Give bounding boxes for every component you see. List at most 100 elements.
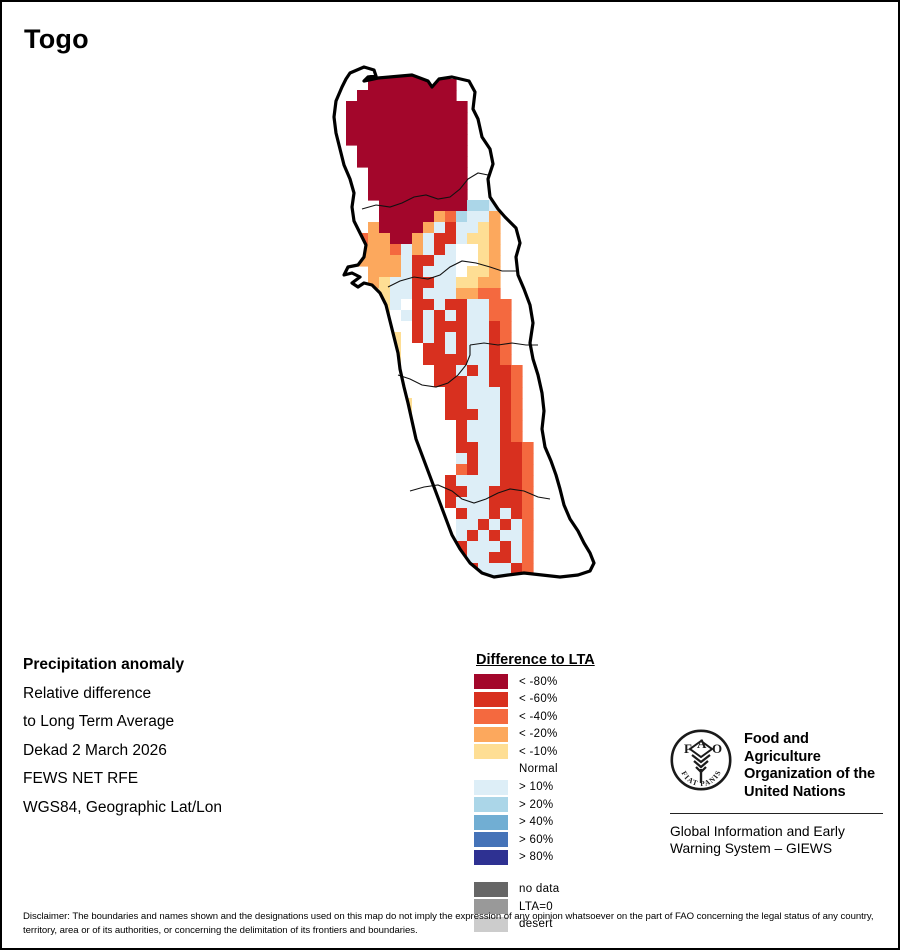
raster-cell (445, 167, 457, 179)
legend-item-20[interactable]: > 20% (474, 797, 654, 813)
raster-cell (368, 266, 380, 278)
raster-cell (401, 134, 413, 146)
raster-cell (489, 596, 501, 608)
legend-item-lta-0[interactable]: LTA=0 (474, 899, 654, 915)
raster-cell (489, 442, 501, 454)
raster-cell (478, 519, 490, 531)
raster-cell (500, 343, 512, 355)
raster-cell (456, 486, 468, 498)
raster-cell (423, 288, 435, 300)
raster-cell (423, 387, 435, 399)
raster-cell (368, 167, 380, 179)
raster-cell (500, 530, 512, 542)
raster-cell (390, 321, 402, 333)
raster-cell (390, 255, 402, 267)
raster-cell (489, 552, 501, 564)
map-canvas[interactable] (302, 57, 622, 617)
raster-cell (423, 332, 435, 344)
raster-cell (434, 420, 446, 432)
togo-choropleth-map[interactable] (302, 57, 622, 617)
raster-cell (434, 321, 446, 333)
raster-cell (467, 508, 479, 520)
raster-cell (368, 156, 380, 168)
raster-cell (511, 442, 523, 454)
raster-cell (357, 101, 369, 113)
raster-cell (401, 79, 413, 91)
raster-cell (478, 486, 490, 498)
raster-cell (511, 596, 523, 608)
page-title: Togo (24, 24, 89, 54)
raster-cell (445, 112, 457, 124)
raster-cell (467, 442, 479, 454)
raster-cell (368, 90, 380, 102)
raster-cell (434, 376, 446, 388)
raster-cell (412, 431, 424, 443)
raster-cell (401, 277, 413, 289)
raster-cell (445, 497, 457, 509)
legend-label: < -80% (519, 675, 558, 688)
raster-cell (478, 233, 490, 245)
raster-cell (500, 596, 512, 608)
raster-cell (511, 508, 523, 520)
legend-item-20[interactable]: < -20% (474, 726, 654, 742)
raster-cell (390, 288, 402, 300)
raster-cell (500, 420, 512, 432)
legend-item-10[interactable]: < -10% (474, 744, 654, 760)
raster-cell (456, 563, 468, 575)
raster-cell (390, 134, 402, 146)
legend-swatch (474, 779, 508, 795)
raster-cell (511, 530, 523, 542)
raster-cell (522, 508, 534, 520)
raster-cell (456, 156, 468, 168)
raster-cell (423, 255, 435, 267)
raster-cell (423, 112, 435, 124)
legend-item-40[interactable]: < -40% (474, 709, 654, 725)
raster-cell (434, 67, 446, 69)
raster-cell (434, 244, 446, 256)
raster-cell (434, 266, 446, 278)
raster-cell (434, 288, 446, 300)
legend-item-80[interactable]: > 80% (474, 849, 654, 865)
legend-item-normal[interactable]: Normal (474, 762, 654, 777)
raster-cell (390, 79, 402, 91)
raster-cell (467, 332, 479, 344)
raster-cell (412, 387, 424, 399)
raster-cell (412, 376, 424, 388)
legend-item-no-data[interactable]: no data (474, 881, 654, 897)
raster-cell (401, 475, 413, 487)
raster-cell (368, 222, 380, 234)
legend-label: < -20% (519, 728, 558, 741)
raster-cell (412, 200, 424, 212)
raster-cell (478, 453, 490, 465)
raster-cell (412, 475, 424, 487)
raster-cell (489, 376, 501, 388)
raster-cell (456, 420, 468, 432)
legend-item-desert[interactable]: desert (474, 916, 654, 932)
legend-class-list: < -80% < -60% < -40% < -20% < -10% Normal > 10… (474, 674, 654, 865)
raster-cell (434, 101, 446, 113)
legend-item-10[interactable]: > 10% (474, 779, 654, 795)
raster-cell (346, 101, 358, 113)
legend-label: > 80% (519, 851, 554, 864)
raster-cell (467, 574, 479, 577)
raster-cell (456, 167, 468, 179)
raster-cell (445, 475, 457, 487)
raster-cell (467, 233, 479, 245)
legend-item-80[interactable]: < -80% (474, 674, 654, 689)
raster-cell (445, 508, 457, 520)
raster-cell (467, 288, 479, 300)
raster-cell (500, 431, 512, 443)
raster-cell (467, 277, 479, 289)
anomaly-raster-layer (346, 67, 534, 608)
legend-item-40[interactable]: > 40% (474, 814, 654, 830)
fao-organization-name: Food and Agriculture Organization of the… (744, 729, 885, 802)
raster-cell (412, 398, 424, 410)
raster-cell (489, 464, 501, 476)
raster-cell (445, 442, 457, 454)
legend-item-60[interactable]: < -60% (474, 691, 654, 707)
raster-cell (379, 134, 391, 146)
raster-cell (445, 398, 457, 410)
raster-cell (500, 585, 512, 597)
legend-item-60[interactable]: > 60% (474, 832, 654, 848)
raster-cell (412, 365, 424, 377)
